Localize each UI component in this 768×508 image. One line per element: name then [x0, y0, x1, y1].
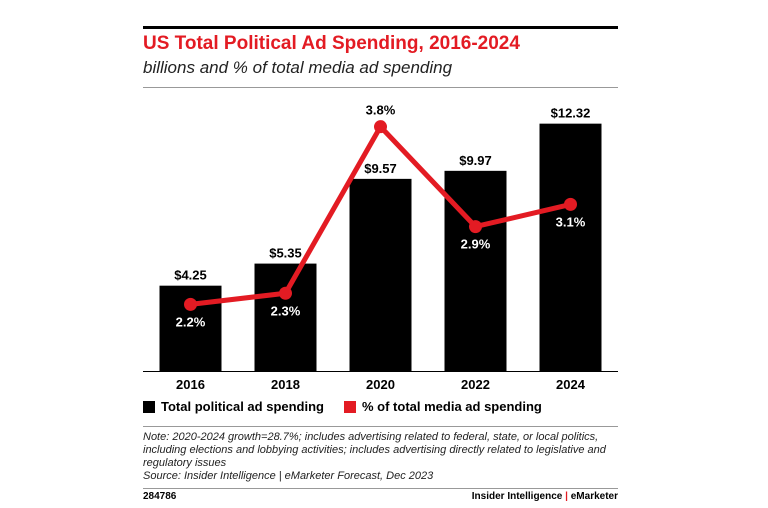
line-point	[184, 297, 197, 311]
chart-title: US Total Political Ad Spending, 2016-202…	[143, 33, 520, 54]
x-tick-label: 2022	[461, 377, 490, 392]
bar	[254, 263, 317, 371]
bar	[349, 178, 412, 371]
legend-divider	[143, 426, 618, 427]
line-value-label: 3.8%	[366, 103, 396, 118]
line-point	[564, 197, 577, 211]
line-value-label: 3.1%	[556, 214, 586, 229]
x-tick-label: 2020	[366, 377, 395, 392]
x-tick-label: 2018	[271, 377, 300, 392]
bar	[539, 123, 602, 371]
note-text: Note: 2020-2024 growth=28.7%; includes a…	[143, 431, 606, 469]
legend-label-bars: Total political ad spending	[161, 399, 324, 414]
legend-swatch-line	[344, 400, 356, 413]
brand-separator: |	[565, 491, 568, 502]
line-value-label: 2.9%	[461, 237, 491, 252]
line-point	[279, 286, 292, 300]
legend-item-line: % of total media ad spending	[344, 399, 542, 414]
line-point	[374, 120, 387, 134]
bar-value-label: $9.97	[459, 153, 492, 168]
x-tick-label: 2024	[556, 377, 586, 392]
chart-panel: US Total Political Ad Spending, 2016-202…	[143, 0, 618, 508]
legend-swatch-bars	[143, 400, 155, 413]
footer-divider	[143, 488, 618, 489]
top-rule	[143, 26, 618, 29]
bar-value-label: $4.25	[174, 268, 207, 283]
brand-left: Insider Intelligence	[471, 491, 563, 502]
bar-value-label: $5.35	[269, 246, 302, 261]
chart-subtitle: billions and % of total media ad spendin…	[143, 58, 453, 77]
line-value-label: 2.3%	[271, 303, 301, 318]
legend: Total political ad spending % of total m…	[143, 399, 562, 414]
line-value-label: 2.2%	[176, 314, 206, 329]
brand: Insider Intelligence | eMarketer	[472, 491, 618, 502]
footnote: Note: 2020-2024 growth=28.7%; includes a…	[143, 431, 613, 483]
x-tick-label: 2016	[176, 377, 205, 392]
source-text: Source: Insider Intelligence | eMarketer…	[143, 470, 434, 482]
brand-right: eMarketer	[570, 491, 618, 502]
header-divider	[143, 87, 618, 88]
bar-value-label: $9.57	[364, 161, 397, 176]
chart-plot: $4.25 $5.35 $9.57 $9.97 $12.32 2016 2018 2020 20…	[143, 103, 618, 392]
legend-item-bars: Total political ad spending	[143, 399, 324, 414]
legend-label-line: % of total media ad spending	[362, 399, 542, 414]
chart-code: 284786	[143, 491, 177, 502]
bar-value-label: $12.32	[551, 106, 591, 121]
line-point	[469, 220, 482, 234]
